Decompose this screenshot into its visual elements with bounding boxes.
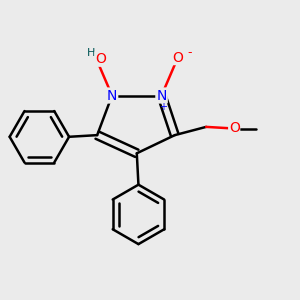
Text: N: N xyxy=(156,88,167,103)
Text: -: - xyxy=(188,46,192,59)
Text: N: N xyxy=(107,88,117,103)
Text: +: + xyxy=(159,102,167,112)
Text: H: H xyxy=(87,48,95,58)
Text: O: O xyxy=(229,121,240,135)
Text: O: O xyxy=(172,50,184,64)
Text: O: O xyxy=(95,52,106,66)
